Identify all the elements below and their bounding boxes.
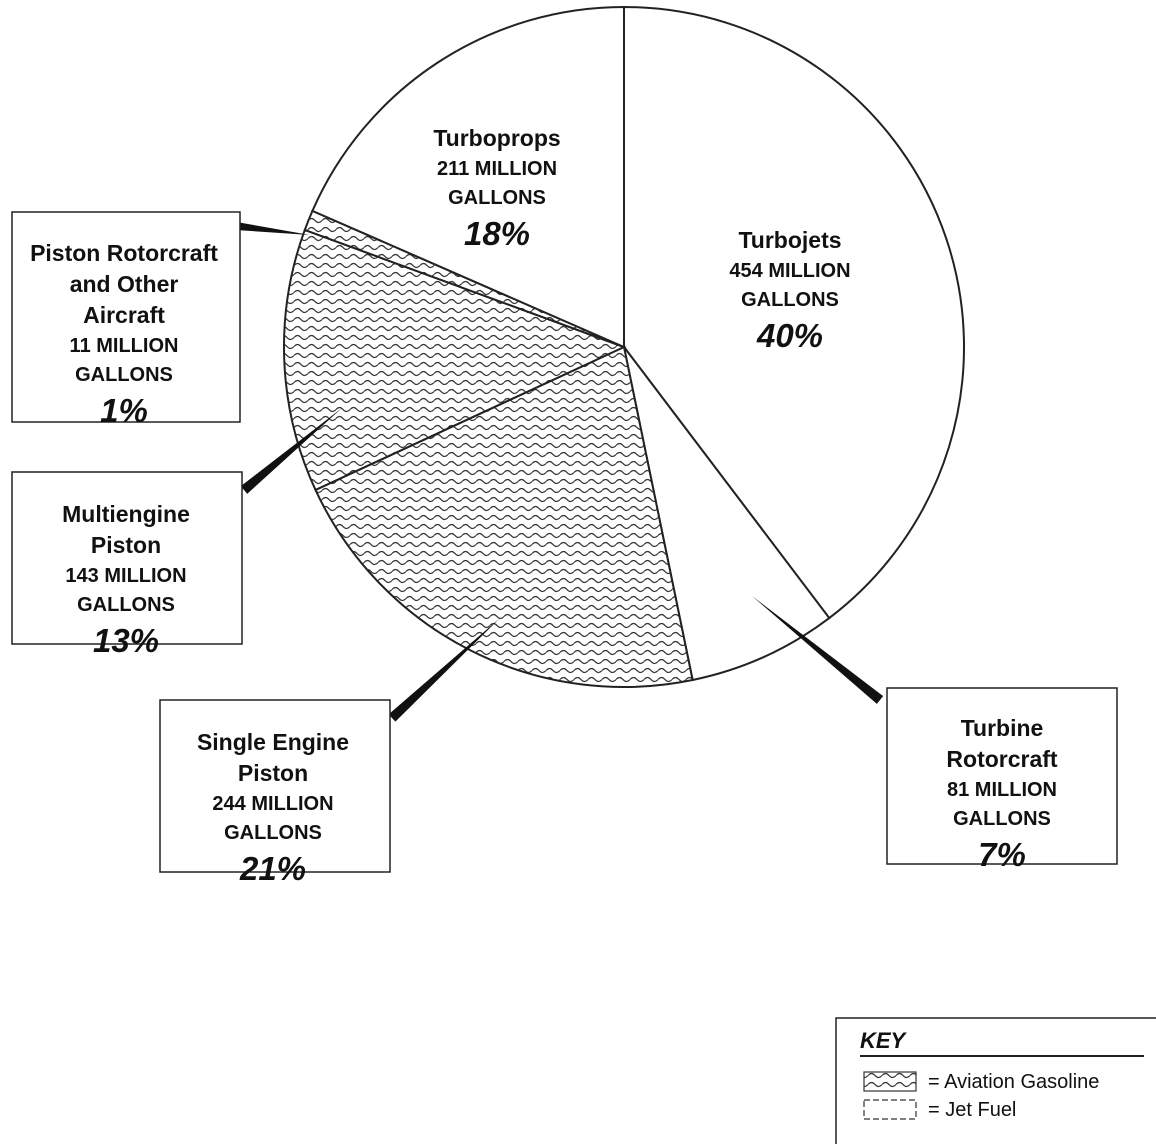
slice-percent-single-engine-piston: 21% xyxy=(239,850,306,887)
pie-slice-turboprops xyxy=(311,5,625,349)
legend-swatch-aviation-gasoline xyxy=(863,1071,917,1092)
legend: KEY = Aviation Gasoline = Jet Fuel xyxy=(835,1017,1156,1144)
slice-gallons-turbine-rotorcraft: GALLONS xyxy=(953,808,1051,830)
slice-percent-turboprops: 18% xyxy=(464,215,530,252)
slice-gallons-turbojets: 454 MILLION xyxy=(729,260,850,282)
slice-percent-turbojets: 40% xyxy=(756,317,823,354)
callout-pointer-turbine-rotorcraft xyxy=(752,596,884,704)
slice-gallons-single-engine-piston: GALLONS xyxy=(224,822,322,844)
callout-box-multiengine-piston xyxy=(11,471,243,645)
slice-name-multiengine-piston: Multiengine xyxy=(62,501,190,527)
callout-pointer-single-engine-piston xyxy=(388,618,500,722)
slice-name-multiengine-piston: Piston xyxy=(91,532,161,558)
label-turbojets: Turbojets 454 MILLION GALLONS 40% xyxy=(729,227,850,354)
slice-name-turbojets: Turbojets xyxy=(738,227,841,253)
legend-title: KEY xyxy=(860,1028,908,1053)
label-multiengine-piston: Multiengine Piston 143 MILLION GALLONS 13% xyxy=(11,471,243,659)
label-single-engine-piston: Single Engine Piston 244 MILLION GALLONS 21% xyxy=(159,699,391,887)
slice-name-turbine-rotorcraft: Turbine xyxy=(961,715,1044,741)
callout-box-piston-rotorcraft-and-other-aircraft xyxy=(11,211,241,423)
slice-percent-turbine-rotorcraft: 7% xyxy=(978,836,1026,873)
legend-label-aviation-gasoline: = Aviation Gasoline xyxy=(928,1071,1099,1093)
slice-gallons-turbojets: GALLONS xyxy=(741,289,839,311)
label-turboprops: Turboprops 211 MILLION GALLONS 18% xyxy=(433,125,560,252)
slice-gallons-multiengine-piston: GALLONS xyxy=(77,594,175,616)
callout-pointer-multiengine-piston xyxy=(240,408,342,494)
slice-name-single-engine-piston: Single Engine xyxy=(197,729,349,755)
label-turbine-rotorcraft: Turbine Rotorcraft 81 MILLION GALLONS 7% xyxy=(886,687,1118,873)
slice-gallons-turboprops: GALLONS xyxy=(448,187,546,209)
slice-gallons-multiengine-piston: 143 MILLION xyxy=(65,565,186,587)
slice-percent-piston-rotorcraft-and-other-aircraft: 1% xyxy=(100,392,148,429)
pie-slice-turbojets xyxy=(623,5,965,620)
slice-gallons-single-engine-piston: 244 MILLION xyxy=(212,793,333,815)
slice-gallons-turboprops: 211 MILLION xyxy=(437,158,557,180)
legend-label-jet-fuel: = Jet Fuel xyxy=(928,1099,1016,1121)
pie-slice-turbine-rotorcraft xyxy=(623,346,831,682)
slice-gallons-piston-rotorcraft-and-other-aircraft: 11 MILLION xyxy=(70,335,179,357)
label-piston-rotorcraft-and-other-aircraft: Piston Rotorcraft and Other Aircraft 11 MIL… xyxy=(11,211,241,429)
slice-name-piston-rotorcraft-and-other-aircraft: and Other xyxy=(70,271,179,297)
legend-swatch-jet-fuel xyxy=(863,1099,917,1120)
callout-box-turbine-rotorcraft xyxy=(886,687,1118,865)
slice-name-turboprops: Turboprops xyxy=(433,125,560,151)
slice-gallons-piston-rotorcraft-and-other-aircraft: GALLONS xyxy=(75,364,173,386)
callout-pointer-piston-rotorcraft-and-other-aircraft xyxy=(235,222,310,235)
slice-name-single-engine-piston: Piston xyxy=(238,760,308,786)
slice-name-piston-rotorcraft-and-other-aircraft: Piston Rotorcraft xyxy=(30,240,218,266)
pie-slice-single-engine-piston xyxy=(314,345,694,688)
pie-slice-multiengine-piston xyxy=(283,228,627,492)
slice-gallons-turbine-rotorcraft: 81 MILLION xyxy=(947,779,1057,801)
slice-percent-multiengine-piston: 13% xyxy=(93,622,159,659)
slice-name-turbine-rotorcraft: Rotorcraft xyxy=(946,746,1058,772)
slice-name-piston-rotorcraft-and-other-aircraft: Aircraft xyxy=(83,302,165,328)
callout-box-single-engine-piston xyxy=(159,699,391,873)
